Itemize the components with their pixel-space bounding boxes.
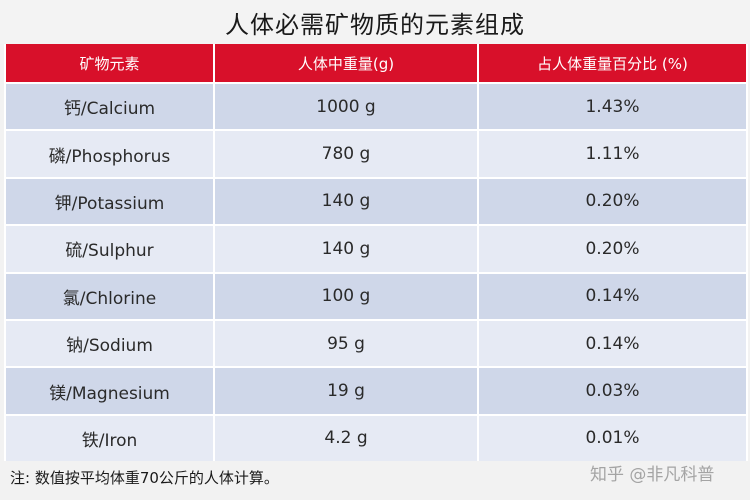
- cell-percent: 0.14%: [477, 318, 748, 368]
- cell-weight: 95 g: [213, 318, 479, 368]
- cell-element: 氯/Chlorine: [4, 271, 215, 320]
- table-row: 钙/Calcium 1000 g 1.43%: [4, 81, 748, 131]
- cell-weight: 780 g: [213, 129, 479, 178]
- cell-weight: 19 g: [213, 366, 479, 415]
- cell-weight: 140 g: [213, 176, 479, 226]
- cell-element: 磷/Phosphorus: [4, 129, 215, 178]
- mineral-table: 矿物元素 人体中重量(g) 占人体重量百分比 (%) 钙/Calcium 100…: [4, 44, 748, 462]
- footnote: 注: 数值按平均体重70公斤的人体计算。: [10, 468, 279, 487]
- cell-percent: 0.01%: [477, 413, 748, 462]
- watermark: 知乎 @非凡科普: [590, 464, 715, 485]
- table-row: 钠/Sodium 95 g 0.14%: [4, 318, 748, 368]
- cell-weight: 1000 g: [213, 81, 479, 131]
- table-row: 硫/Sulphur 140 g 0.20%: [4, 224, 748, 273]
- table-row: 氯/Chlorine 100 g 0.14%: [4, 271, 748, 320]
- table-body: 钙/Calcium 1000 g 1.43% 磷/Phosphorus 780 …: [4, 81, 748, 462]
- cell-element: 硫/Sulphur: [4, 224, 215, 273]
- header-element: 矿物元素: [4, 44, 215, 83]
- cell-percent: 0.20%: [477, 176, 748, 226]
- cell-weight: 100 g: [213, 271, 479, 320]
- cell-element: 钙/Calcium: [4, 81, 215, 131]
- cell-element: 钾/Potassium: [4, 176, 215, 226]
- cell-element: 铁/Iron: [4, 413, 215, 462]
- cell-percent: 1.11%: [477, 129, 748, 178]
- cell-element: 镁/Magnesium: [4, 366, 215, 415]
- table-row: 镁/Magnesium 19 g 0.03%: [4, 366, 748, 415]
- cell-weight: 4.2 g: [213, 413, 479, 462]
- page-title: 人体必需矿物质的元素组成: [0, 0, 750, 44]
- header-row: 矿物元素 人体中重量(g) 占人体重量百分比 (%): [4, 44, 748, 83]
- cell-percent: 0.14%: [477, 271, 748, 320]
- cell-percent: 0.20%: [477, 224, 748, 273]
- header-weight: 人体中重量(g): [213, 44, 479, 83]
- table-header: 矿物元素 人体中重量(g) 占人体重量百分比 (%): [4, 44, 748, 83]
- header-percent: 占人体重量百分比 (%): [477, 44, 748, 83]
- table-row: 磷/Phosphorus 780 g 1.11%: [4, 129, 748, 178]
- cell-element: 钠/Sodium: [4, 318, 215, 368]
- table-row: 铁/Iron 4.2 g 0.01%: [4, 413, 748, 462]
- cell-percent: 0.03%: [477, 366, 748, 415]
- cell-percent: 1.43%: [477, 81, 748, 131]
- cell-weight: 140 g: [213, 224, 479, 273]
- table-row: 钾/Potassium 140 g 0.20%: [4, 176, 748, 226]
